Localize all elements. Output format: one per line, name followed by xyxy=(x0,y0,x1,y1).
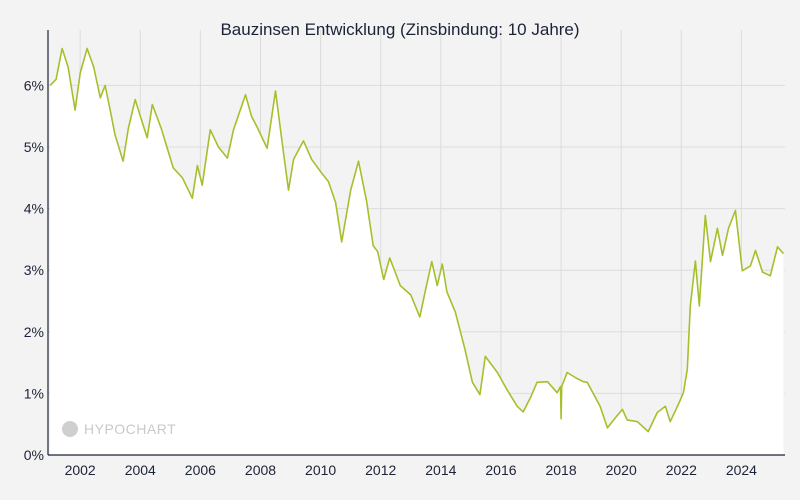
x-tick-label: 2020 xyxy=(606,462,637,478)
x-tick-label: 2008 xyxy=(245,462,276,478)
series-line xyxy=(49,47,785,433)
x-tick-label: 2002 xyxy=(65,462,96,478)
x-tick-label: 2016 xyxy=(485,462,516,478)
y-tick-label: 0% xyxy=(24,447,44,463)
x-ticks: 2002 2004 2006 2008 2010 2012 2014 2016 2018 2020… xyxy=(65,462,758,478)
y-tick-label: 2% xyxy=(24,324,44,340)
y-ticks: 0% 1% 2% 3% 4% 5% 6% xyxy=(24,77,44,463)
x-tick-label: 2024 xyxy=(726,462,757,478)
y-tick-label: 6% xyxy=(24,77,44,93)
y-tick-label: 4% xyxy=(24,201,44,217)
x-tick-label: 2022 xyxy=(666,462,697,478)
hypochart-logo-icon xyxy=(62,421,78,437)
x-tick-label: 2006 xyxy=(185,462,216,478)
y-tick-label: 5% xyxy=(24,139,44,155)
x-tick-label: 2004 xyxy=(125,462,156,478)
x-tick-label: 2018 xyxy=(545,462,576,478)
watermark-text: HYPOCHART xyxy=(84,421,177,437)
x-tick-label: 2012 xyxy=(365,462,396,478)
watermark: HYPOCHART xyxy=(62,421,176,437)
chart-title: Bauzinsen Entwicklung (Zinsbindung: 10 J… xyxy=(220,20,580,39)
x-tick-label: 2014 xyxy=(425,462,456,478)
x-tick-label: 2010 xyxy=(305,462,336,478)
area-fill xyxy=(50,48,784,455)
y-tick-label: 1% xyxy=(24,385,44,401)
y-tick-label: 3% xyxy=(24,262,44,278)
